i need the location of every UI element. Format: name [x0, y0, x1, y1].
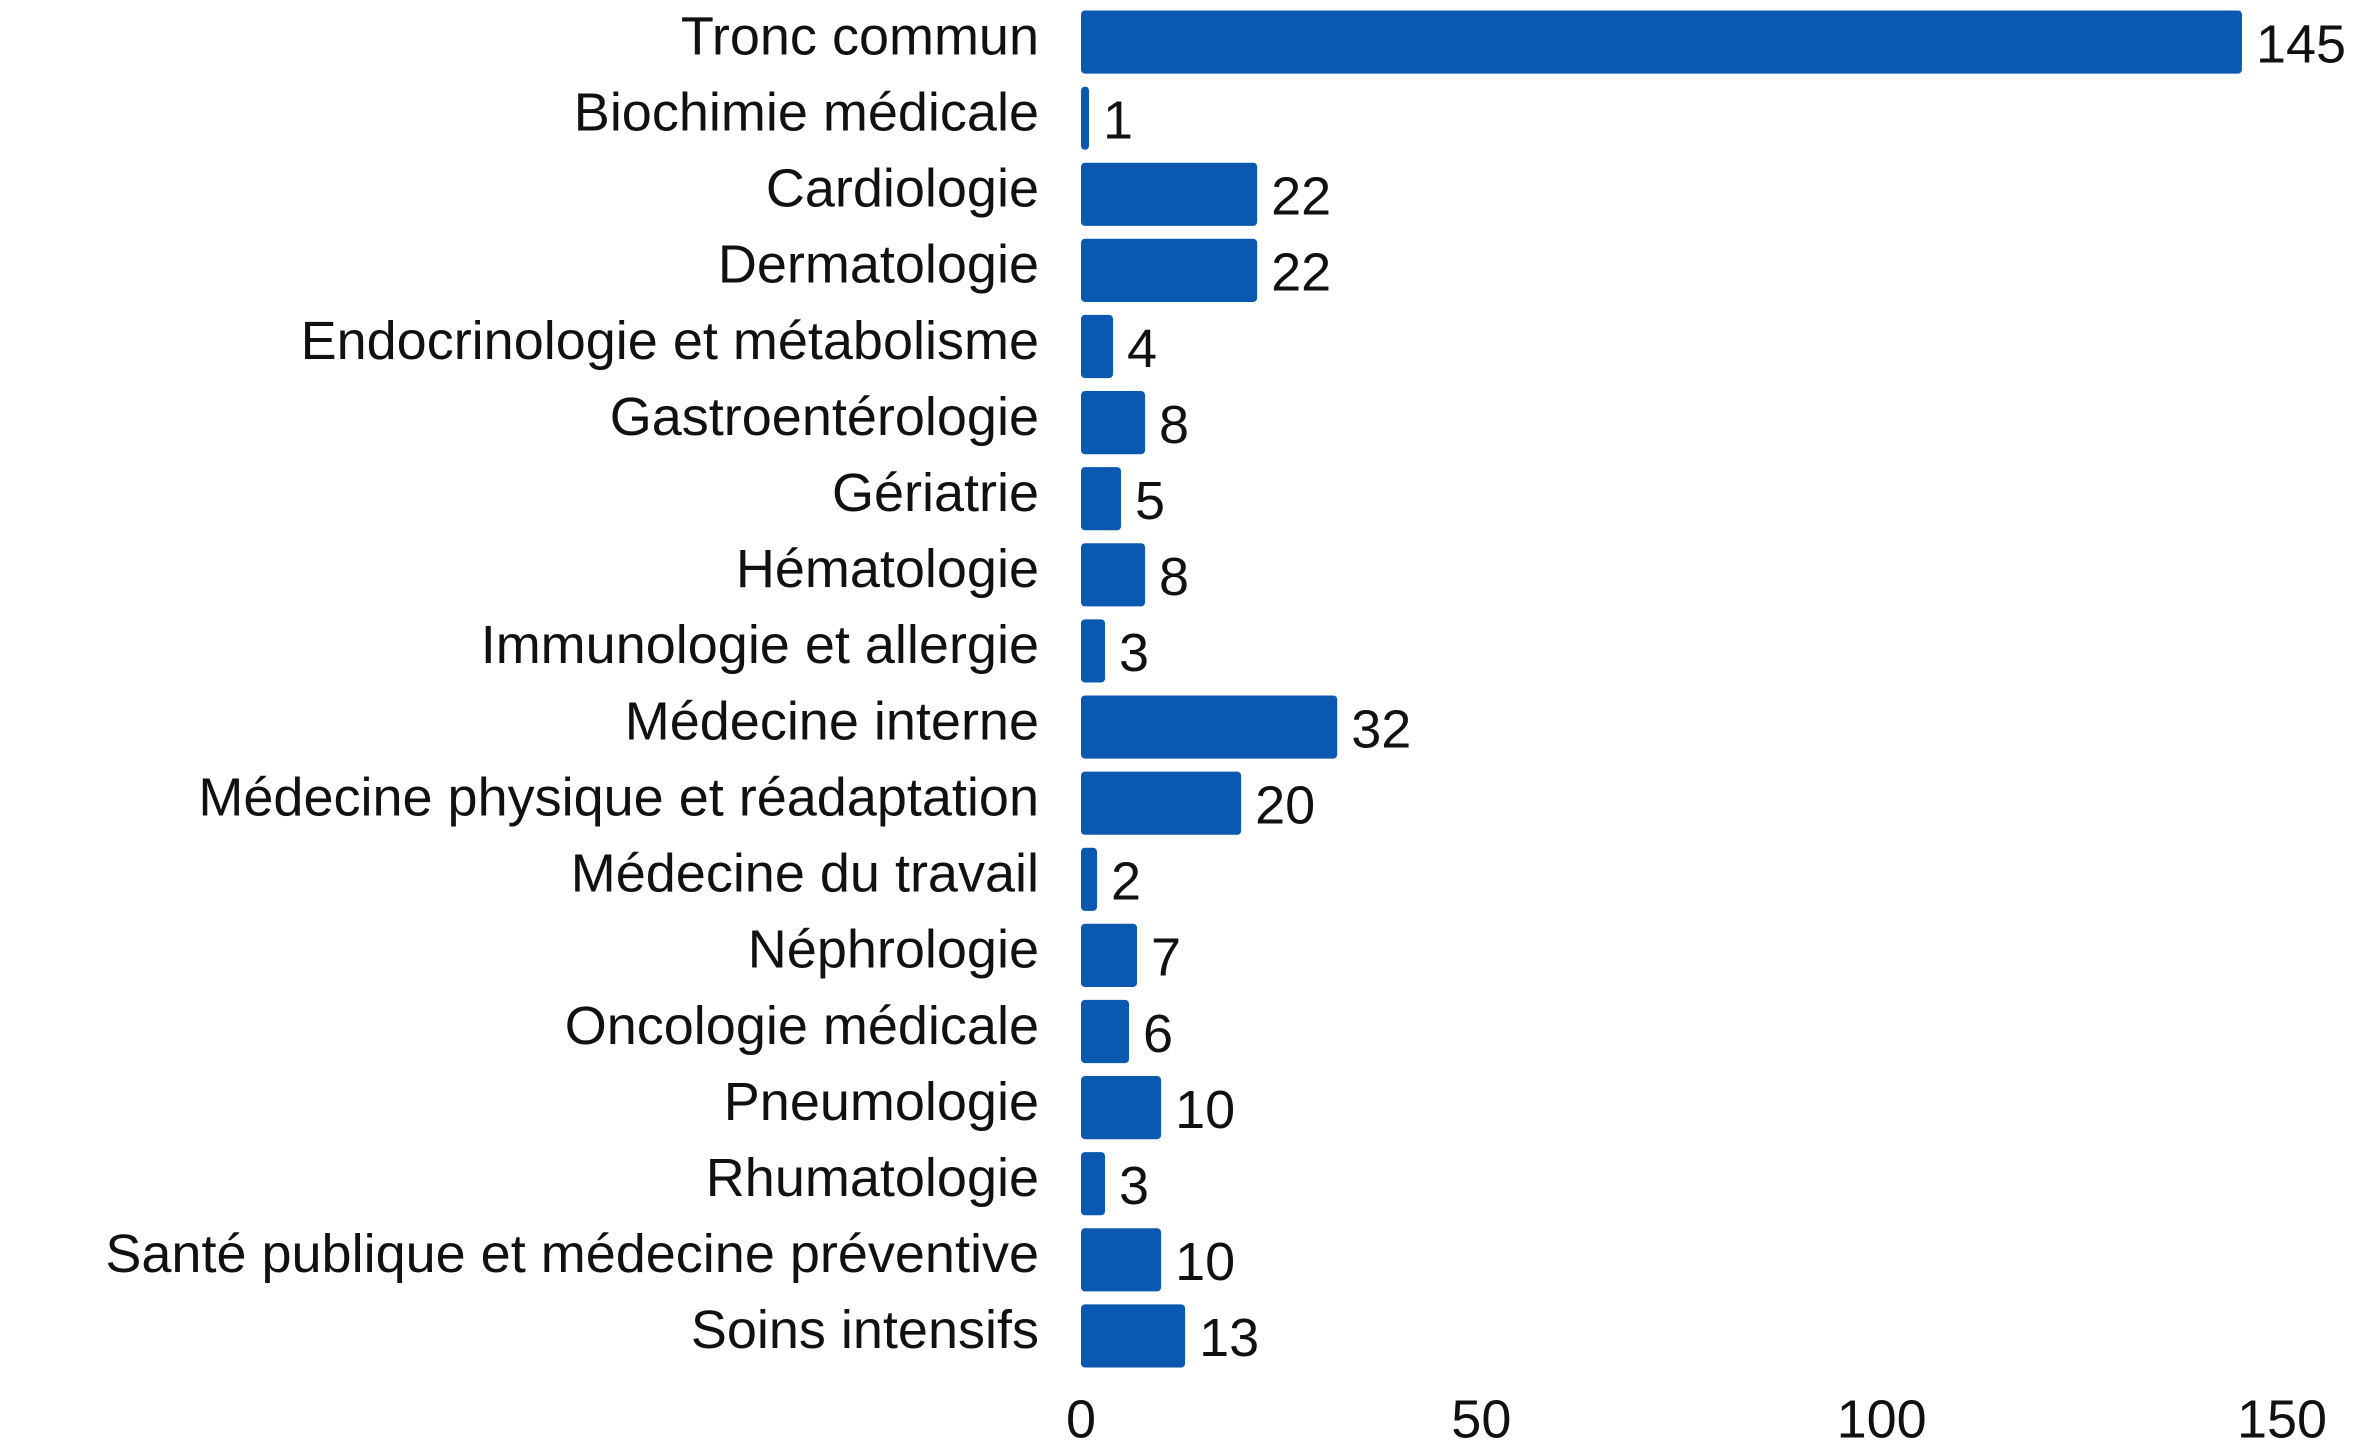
y-tick-label: Gastroentérologie	[610, 387, 1039, 447]
bar	[1081, 86, 1090, 150]
bar	[1081, 162, 1258, 226]
data-label: 3	[1119, 1156, 1149, 1216]
y-tick-label: Endocrinologie et métabolisme	[301, 311, 1039, 371]
y-tick-label: Santé publique et médecine préventive	[105, 1224, 1039, 1284]
bar	[1081, 1304, 1186, 1368]
data-label: 10	[1175, 1080, 1235, 1140]
y-tick-label: Soins intensifs	[691, 1300, 1039, 1360]
data-label: 3	[1119, 623, 1149, 683]
data-label: 10	[1175, 1232, 1235, 1292]
y-tick-label: Oncologie médicale	[565, 996, 1039, 1056]
data-label: 145	[2256, 14, 2346, 74]
bar	[1081, 391, 1146, 455]
bar	[1081, 695, 1338, 759]
data-label: 20	[1255, 775, 1315, 835]
y-tick-label: Pneumologie	[724, 1072, 1039, 1132]
data-label: 8	[1159, 547, 1189, 607]
x-tick-label: 150	[2237, 1389, 2327, 1446]
x-tick-label: 100	[1837, 1389, 1927, 1446]
y-tick-label: Médecine physique et réadaptation	[198, 767, 1039, 827]
y-tick-label: Néphrologie	[748, 920, 1039, 980]
data-label: 5	[1135, 471, 1165, 531]
data-label: 6	[1143, 1004, 1173, 1064]
y-tick-label: Médecine interne	[625, 691, 1039, 751]
bar	[1081, 314, 1114, 379]
bar	[1081, 1152, 1106, 1216]
bar	[1081, 1228, 1162, 1292]
y-tick-label: Médecine du travail	[571, 844, 1039, 904]
data-label: 13	[1199, 1308, 1259, 1368]
data-label: 8	[1159, 395, 1189, 455]
y-tick-label: Rhumatologie	[706, 1148, 1039, 1208]
data-label: 2	[1111, 852, 1141, 912]
y-tick-label: Gériatrie	[832, 463, 1039, 523]
x-tick-label: 0	[1066, 1389, 1096, 1446]
data-label: 22	[1271, 243, 1331, 303]
data-label: 1	[1103, 90, 1133, 150]
y-tick-label: Biochimie médicale	[574, 82, 1039, 142]
data-label: 32	[1351, 699, 1411, 759]
x-tick-label: 50	[1451, 1389, 1511, 1446]
y-tick-label: Dermatologie	[718, 235, 1039, 295]
bar	[1081, 847, 1098, 911]
data-label: 22	[1271, 167, 1331, 227]
bar	[1081, 238, 1258, 302]
bar	[1081, 467, 1122, 531]
bar	[1081, 619, 1106, 683]
bar	[1081, 771, 1242, 835]
y-tick-label: Immunologie et allergie	[481, 615, 1039, 675]
y-tick-label: Cardiologie	[766, 159, 1039, 219]
data-label: 4	[1127, 319, 1157, 379]
bar	[1081, 543, 1146, 607]
bar	[1081, 1076, 1162, 1140]
bar	[1081, 10, 2242, 74]
y-tick-label: Tronc commun	[681, 6, 1039, 66]
bar	[1081, 999, 1130, 1064]
y-tick-label: Hématologie	[736, 539, 1039, 599]
data-label: 7	[1151, 928, 1181, 988]
bar	[1081, 923, 1138, 987]
